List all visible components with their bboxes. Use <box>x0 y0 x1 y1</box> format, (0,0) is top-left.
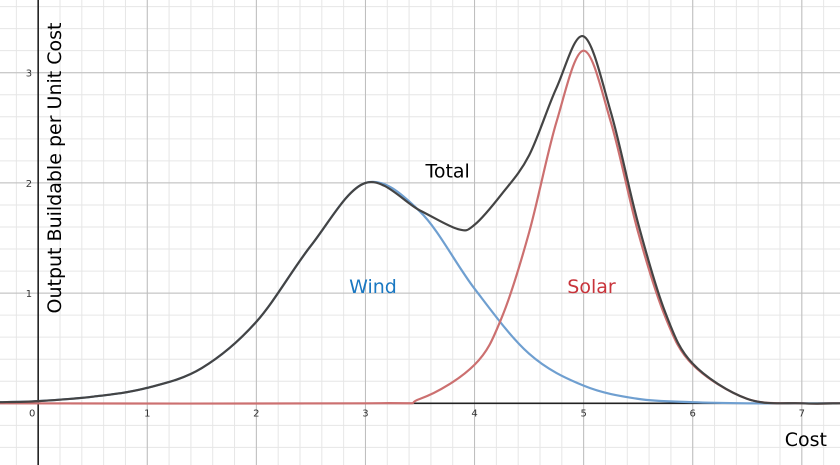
series-line-total <box>0 35 840 405</box>
x-tick-label: 5 <box>580 408 586 419</box>
x-tick-label: 7 <box>799 408 805 419</box>
y-tick-label: 3 <box>26 69 32 80</box>
x-tick-label: 6 <box>690 408 696 419</box>
x-tick-label: 2 <box>253 408 259 419</box>
x-tick-label: 1 <box>144 408 150 419</box>
series-line-wind <box>0 180 840 405</box>
annotation-solar: Solar <box>567 276 616 298</box>
annotation-total: Total <box>424 160 469 182</box>
series-annotations: Wind Solar Total <box>349 160 616 298</box>
y-tick-label: 2 <box>26 179 32 190</box>
annotation-wind: Wind <box>349 276 397 298</box>
tick-labels: 0 1 2 3 4 5 6 7 1 2 3 <box>26 69 805 420</box>
x-axis-label: Cost <box>785 429 827 451</box>
y-tick-label: 1 <box>26 289 32 300</box>
series-lines <box>0 35 840 405</box>
y-axis-label: Output Buildable per Unit Cost <box>44 22 66 313</box>
x-tick-label: 3 <box>362 408 368 419</box>
x-tick-label: 0 <box>29 408 35 419</box>
x-tick-label: 4 <box>471 408 477 419</box>
